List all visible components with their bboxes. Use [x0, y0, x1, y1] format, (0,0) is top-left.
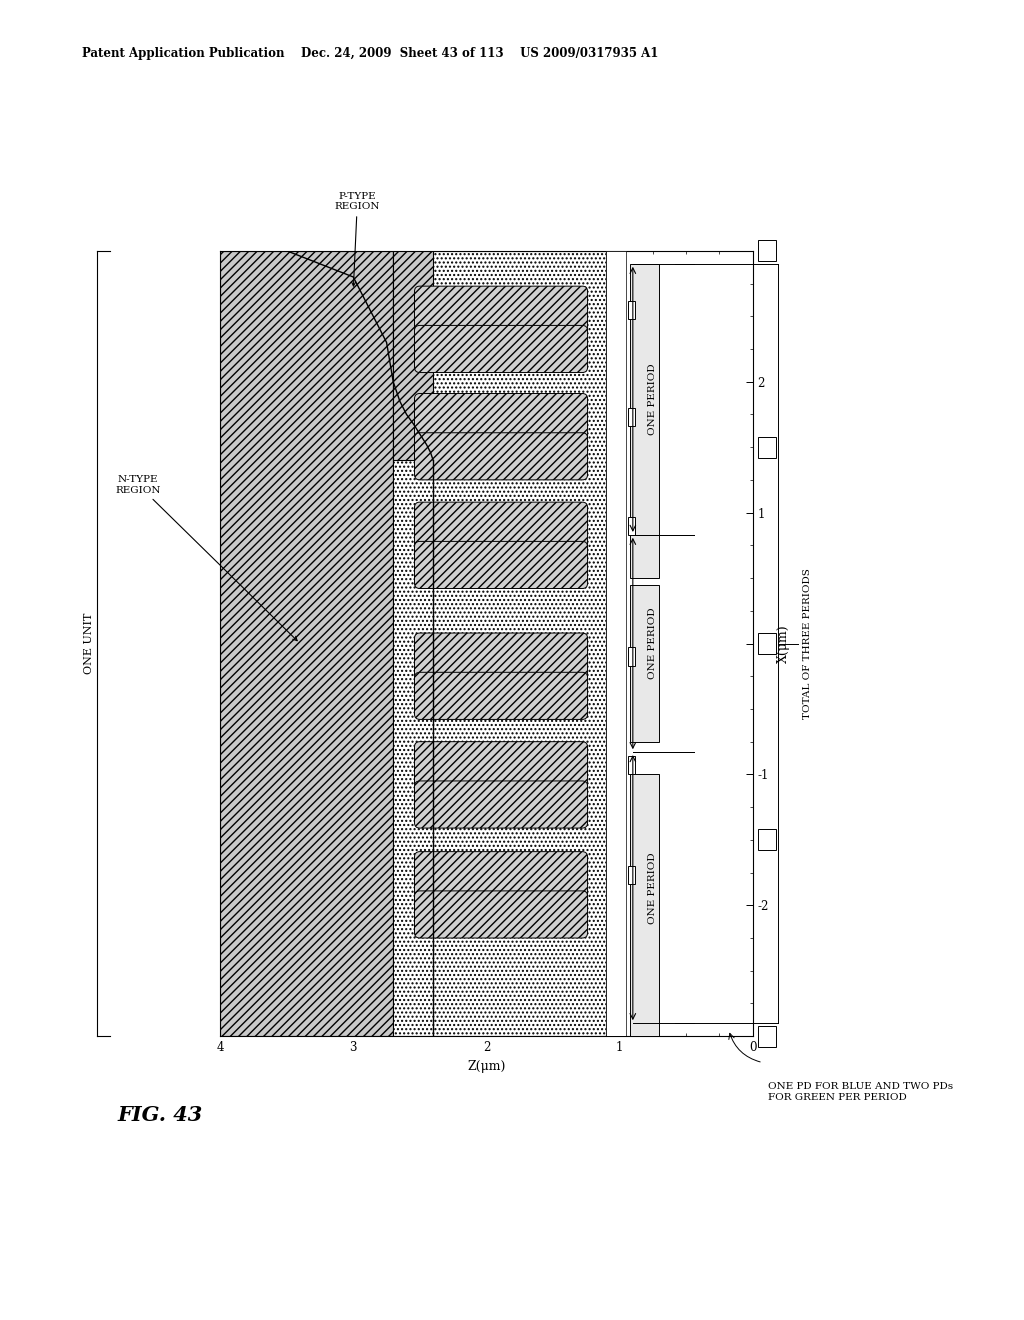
Bar — [628, 866, 636, 884]
FancyBboxPatch shape — [415, 433, 588, 480]
Text: ONE PERIOD: ONE PERIOD — [648, 363, 657, 434]
X-axis label: Z(μm): Z(μm) — [467, 1060, 506, 1073]
Bar — [393, 251, 433, 461]
FancyBboxPatch shape — [415, 326, 588, 372]
FancyBboxPatch shape — [415, 851, 588, 899]
FancyBboxPatch shape — [415, 541, 588, 589]
Text: ONE PERIOD: ONE PERIOD — [648, 853, 657, 924]
Bar — [630, 775, 659, 1036]
FancyBboxPatch shape — [415, 286, 588, 333]
Bar — [628, 408, 636, 426]
FancyBboxPatch shape — [415, 502, 588, 549]
Bar — [628, 301, 636, 319]
Bar — [630, 585, 659, 742]
Text: N-TYPE
REGION: N-TYPE REGION — [116, 475, 297, 640]
Bar — [628, 756, 636, 775]
FancyBboxPatch shape — [415, 672, 588, 719]
Bar — [628, 516, 636, 535]
Text: ONE PERIOD: ONE PERIOD — [648, 607, 657, 680]
FancyBboxPatch shape — [415, 742, 588, 789]
FancyBboxPatch shape — [415, 891, 588, 939]
Text: P-TYPE
REGION: P-TYPE REGION — [335, 191, 380, 286]
Bar — [630, 264, 659, 578]
Text: TOTAL OF THREE PERIODS: TOTAL OF THREE PERIODS — [804, 568, 812, 719]
Bar — [628, 647, 636, 665]
Text: ONE UNIT: ONE UNIT — [84, 612, 94, 675]
Bar — [393, 251, 606, 1036]
Bar — [220, 251, 393, 1036]
Text: FIG. 43: FIG. 43 — [118, 1105, 203, 1126]
Y-axis label: X(μm): X(μm) — [777, 624, 791, 663]
FancyBboxPatch shape — [415, 634, 588, 680]
FancyBboxPatch shape — [415, 393, 588, 441]
Text: Patent Application Publication    Dec. 24, 2009  Sheet 43 of 113    US 2009/0317: Patent Application Publication Dec. 24, … — [82, 46, 658, 59]
Text: ONE PD FOR BLUE AND TWO PDs
FOR GREEN PER PERIOD: ONE PD FOR BLUE AND TWO PDs FOR GREEN PE… — [768, 1082, 953, 1102]
FancyBboxPatch shape — [415, 781, 588, 828]
Bar — [606, 251, 626, 1036]
